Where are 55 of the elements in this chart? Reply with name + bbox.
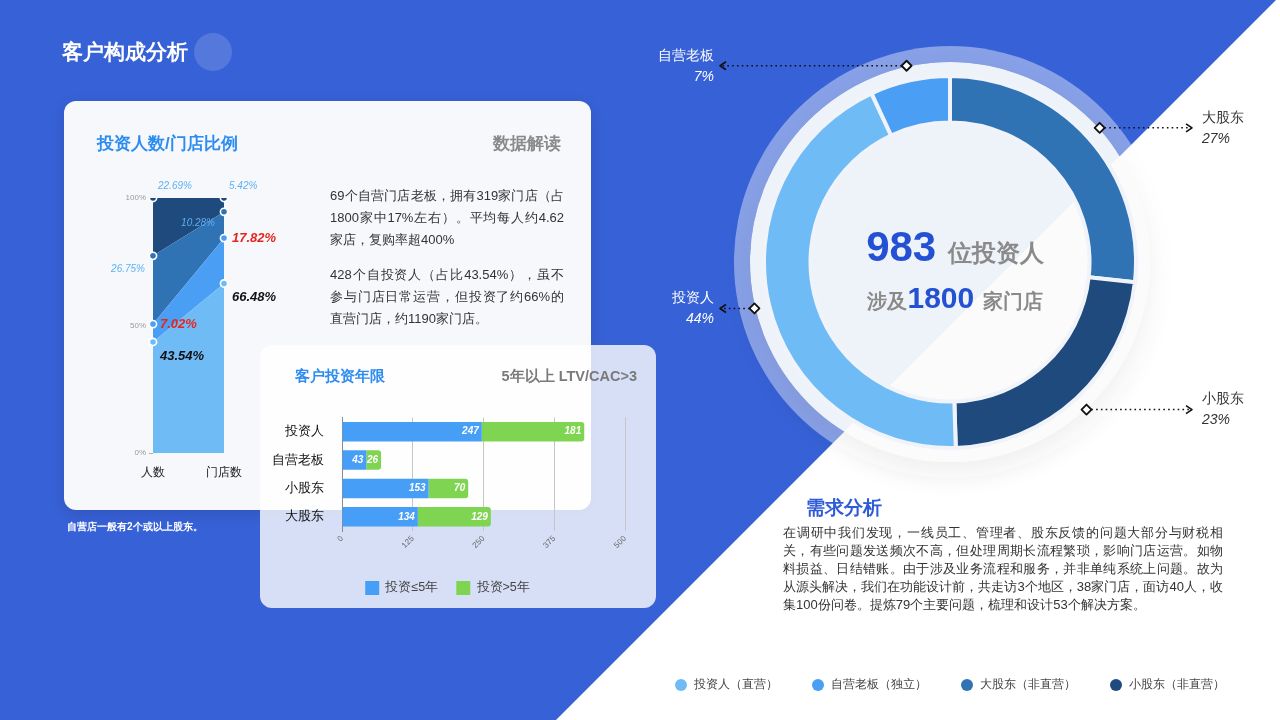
data-label: 44% bbox=[685, 310, 714, 327]
x-tick-label: 0 bbox=[335, 533, 346, 544]
legend-label: 投资>5年 bbox=[475, 580, 530, 595]
chart-title: 客户投资年限 bbox=[295, 367, 385, 386]
y-tick-label: 50% bbox=[129, 320, 146, 330]
data-label: 26.75% bbox=[110, 262, 146, 274]
text: 983 位投资人 bbox=[866, 223, 1044, 270]
data-label: 27% bbox=[1201, 129, 1231, 146]
legend-label: 小股东（非直营） bbox=[1129, 676, 1225, 693]
data-label: 129 bbox=[471, 510, 489, 522]
text: 428个自投资人（占比43.54%），虽不参与门店日常运营，但投资了约66%的直营门店，约1190家门店。 bbox=[330, 266, 564, 328]
text: 涉及1800 家门店 bbox=[867, 281, 1043, 314]
x-tick-label: 125 bbox=[399, 533, 417, 550]
y-tick-label: 小股东 bbox=[285, 480, 324, 495]
text: 69个自营门店老板，拥有319家门店（占1800家中17%左右）。平均每人约4.62家店，复购率超400% bbox=[330, 187, 564, 249]
y-tick-label: 自营老板 bbox=[272, 452, 324, 467]
data-label: 247 bbox=[461, 425, 480, 437]
text: 在调研中我们发现，一线员工、管理者、股东反馈的问题大部分与财税相关，有些问题发送频次不高，但处理周期长流程繁琐，影响门店运营。如物料损益、日结错账。由于涉及业务流程和服务，并非单纯系统上问题。故为从源头解决，我们在功能设计前，共走访3个地区，38家门店，面访40人，收集100份问卷。提炼79个主要问题，梳理和设计53个解决方案。 bbox=[783, 524, 1223, 614]
text: 自营店一般有2个或以上股东。 bbox=[67, 520, 203, 534]
x-tick-label: 375 bbox=[541, 533, 558, 550]
x-tick-label: 门店数 bbox=[206, 464, 242, 479]
x-tick-label: 500 bbox=[612, 533, 629, 550]
data-label: 134 bbox=[398, 510, 416, 522]
data-label: 66.48% bbox=[232, 289, 277, 305]
data-label: 153 bbox=[408, 482, 427, 494]
data-label: 17.82% bbox=[232, 229, 277, 245]
y-tick-label: 投资人 bbox=[284, 424, 324, 439]
slice-label: 投资人 bbox=[671, 289, 714, 306]
legend-label: 自营老板（独立） bbox=[831, 676, 927, 693]
data-label: 43 bbox=[351, 453, 364, 465]
data-label: 22.69% bbox=[157, 179, 193, 191]
data-label: 26 bbox=[365, 453, 379, 465]
slice-label: 小股东 bbox=[1202, 390, 1244, 407]
data-label: 43.54% bbox=[159, 347, 205, 363]
text: 客户构成分析 bbox=[62, 39, 188, 65]
x-tick-label: 250 bbox=[470, 533, 487, 550]
text: 数据解读 bbox=[493, 133, 561, 155]
data-label: 7% bbox=[693, 67, 714, 84]
chart-title: 投资人数/门店比例 bbox=[97, 133, 238, 155]
data-label: 7.02% bbox=[160, 315, 198, 331]
chart-subtitle: 5年以上 LTV/CAC>3 bbox=[501, 367, 637, 386]
data-label: 181 bbox=[564, 425, 582, 437]
legend-label: 投资≤5年 bbox=[384, 580, 439, 595]
y-tick-label: 100% bbox=[125, 193, 146, 203]
data-label: 23% bbox=[1201, 411, 1231, 428]
text: 需求分析 bbox=[806, 496, 882, 520]
y-tick-label: 大股东 bbox=[285, 509, 324, 524]
data-label: 5.42% bbox=[229, 179, 258, 191]
legend-label: 投资人（直营） bbox=[694, 676, 778, 693]
legend-label: 大股东（非直营） bbox=[980, 676, 1076, 693]
data-label: 70 bbox=[454, 482, 466, 494]
y-tick-label: 0% bbox=[134, 448, 146, 458]
x-tick-label: 人数 bbox=[141, 464, 165, 479]
slice-label: 大股东 bbox=[1202, 108, 1244, 125]
slice-label: 自营老板 bbox=[658, 46, 714, 63]
